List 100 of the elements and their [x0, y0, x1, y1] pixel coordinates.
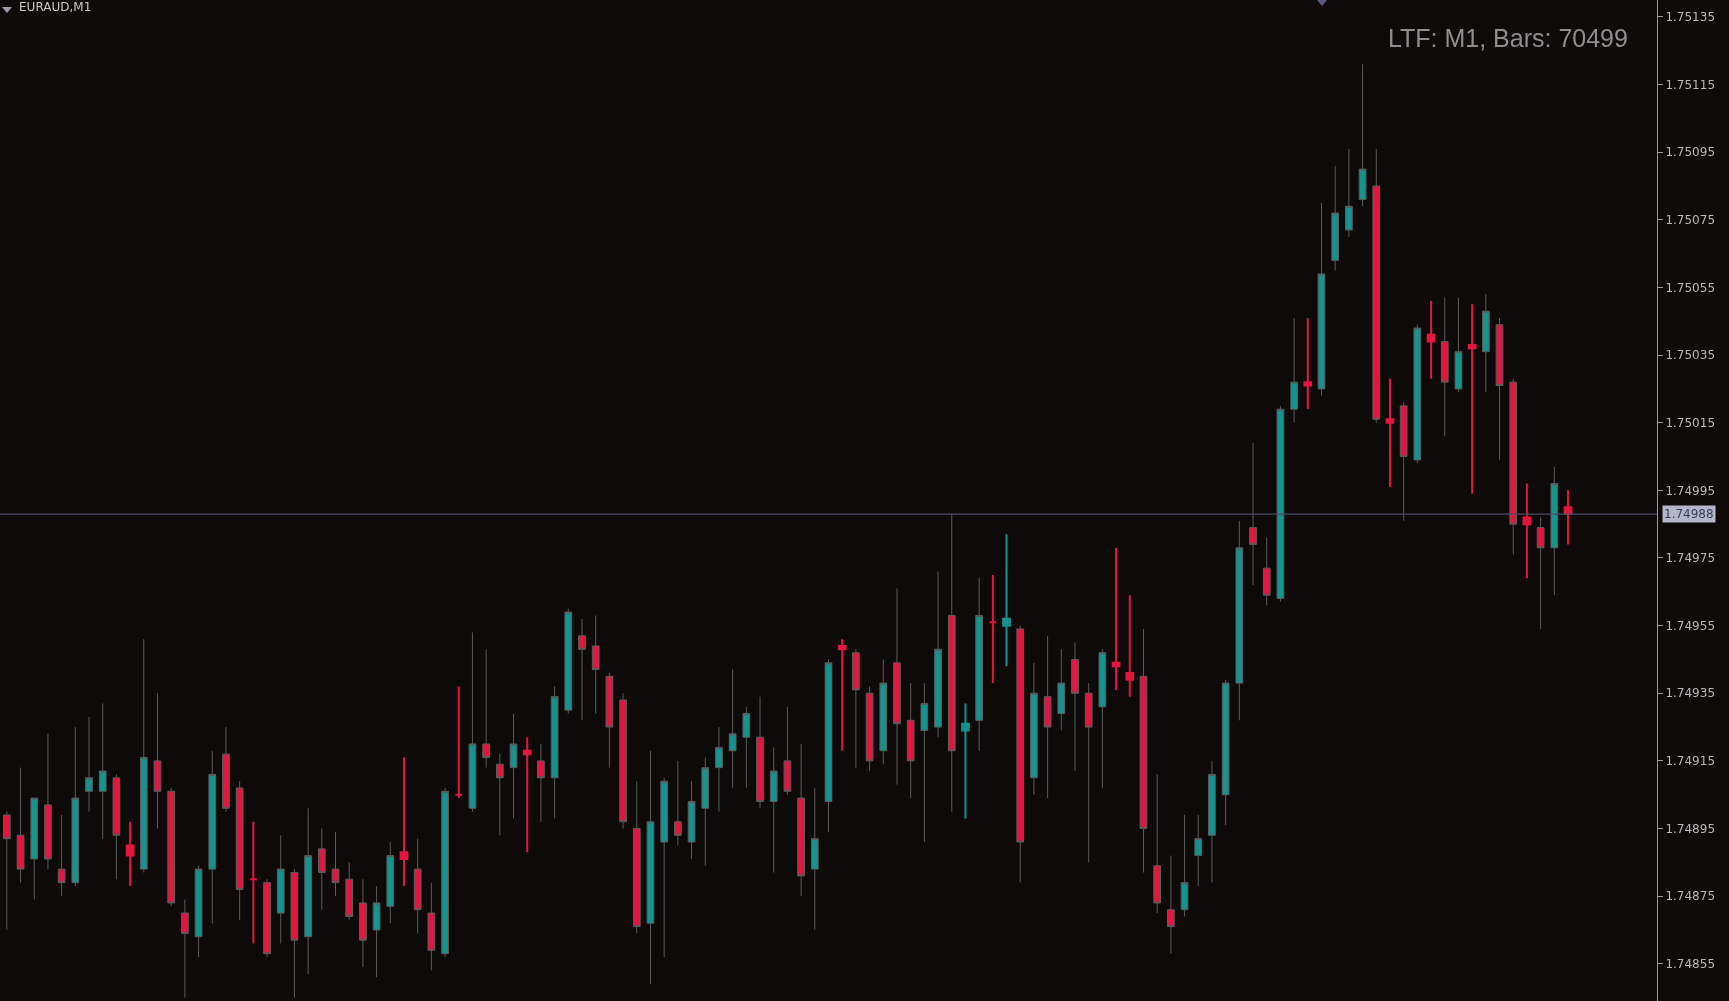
candlestick [1276, 405, 1285, 603]
candlestick [248, 820, 258, 945]
candlestick [1399, 401, 1408, 522]
candlestick [1125, 594, 1135, 698]
candlestick [1084, 682, 1093, 863]
candlestick [482, 648, 490, 769]
candlestick [742, 706, 751, 789]
candlestick [495, 753, 504, 836]
candlestick [441, 787, 449, 958]
y-tick-label: 1.75055 [1665, 280, 1716, 295]
candlestick [1290, 317, 1298, 424]
candlestick [756, 696, 764, 809]
y-tick-label: 1.74955 [1665, 618, 1716, 633]
candlestick [660, 777, 669, 958]
candlestick [837, 638, 847, 752]
candlestick [167, 787, 176, 907]
candlestick [98, 702, 107, 840]
candlestick [125, 820, 135, 888]
candlestick [1002, 533, 1011, 668]
candlestick [1208, 760, 1216, 884]
y-tick-label: 1.75075 [1665, 213, 1716, 228]
candlestick [1249, 442, 1257, 586]
candlestick [1153, 773, 1162, 914]
y-tick-label: 1.74935 [1665, 686, 1716, 701]
candlestick [879, 658, 888, 765]
candlestick [208, 750, 217, 924]
candlestick [1235, 520, 1244, 721]
candlestick [509, 713, 518, 819]
candlestick [345, 861, 354, 921]
candlestick [44, 733, 52, 870]
candlestick [235, 780, 244, 921]
candlestick [564, 608, 573, 715]
candlestick [30, 797, 39, 901]
candlestick [386, 841, 395, 924]
candlestick [454, 685, 464, 800]
y-tick-label: 1.75115 [1665, 77, 1716, 92]
candlestick [1057, 648, 1066, 731]
candlestick [263, 878, 271, 958]
candlestick [399, 756, 409, 888]
candlestick [57, 814, 66, 897]
candlestick [1262, 537, 1271, 606]
candlestick [139, 638, 148, 873]
ref-line-label: 1.74988 [1664, 507, 1714, 521]
candlestick [1385, 377, 1395, 488]
candlestick [1495, 317, 1504, 461]
candlestick [783, 706, 792, 796]
candlestick [906, 682, 915, 799]
candlestick [468, 631, 477, 813]
candlestick [1071, 642, 1079, 772]
candlestick [646, 750, 655, 985]
candlestick [591, 614, 600, 715]
candlestick [1098, 648, 1107, 789]
candlestick [1111, 546, 1121, 691]
candlestick [304, 807, 312, 975]
candlestick [16, 767, 25, 884]
candlestick [1016, 625, 1025, 884]
candlestick [893, 587, 901, 786]
candlestick [372, 885, 381, 978]
y-tick-label: 1.74995 [1665, 483, 1716, 498]
candlestick [687, 780, 696, 860]
candlestick [988, 573, 998, 685]
candlestick [537, 743, 545, 823]
candlestick [290, 868, 299, 999]
candlestick [1331, 165, 1340, 272]
y-tick-label: 1.75035 [1665, 348, 1716, 363]
candlestick [1509, 378, 1518, 556]
candlestick [1043, 635, 1052, 799]
candlestick [605, 672, 614, 769]
candlestick [619, 692, 627, 830]
candlestick [1030, 662, 1038, 796]
candlestick [2, 811, 11, 931]
candlestick [1345, 148, 1353, 238]
y-tick-label: 1.74855 [1665, 957, 1716, 971]
candlestick [413, 838, 422, 934]
candlestick [1372, 148, 1381, 424]
candlestick [674, 760, 682, 846]
chart-title: EURAUD,M1 [19, 0, 92, 15]
candlestick [153, 692, 162, 830]
candlestick [1139, 628, 1148, 873]
candlestick [1358, 63, 1367, 207]
candlestick [797, 743, 805, 897]
candlestick [1180, 814, 1189, 917]
y-tick-label: 1.74895 [1665, 821, 1716, 836]
y-tick-label: 1.74875 [1665, 889, 1716, 904]
candlestick [522, 736, 532, 854]
candlestick [1550, 466, 1559, 596]
candlestick [317, 828, 326, 911]
candlestick [865, 686, 874, 772]
annotation: LTF: M1, Bars: 70499 [1388, 24, 1628, 52]
candlestick [71, 726, 80, 887]
candlestick [810, 787, 819, 931]
y-tick-label: 1.75015 [1665, 415, 1716, 430]
candlestick [934, 571, 942, 738]
candlestick [194, 865, 203, 958]
candlestick [222, 726, 230, 813]
candlestick [824, 658, 833, 833]
candlestick [331, 831, 340, 897]
candlestick [1221, 679, 1230, 826]
candlestick [715, 726, 723, 813]
candlestick [578, 618, 586, 721]
